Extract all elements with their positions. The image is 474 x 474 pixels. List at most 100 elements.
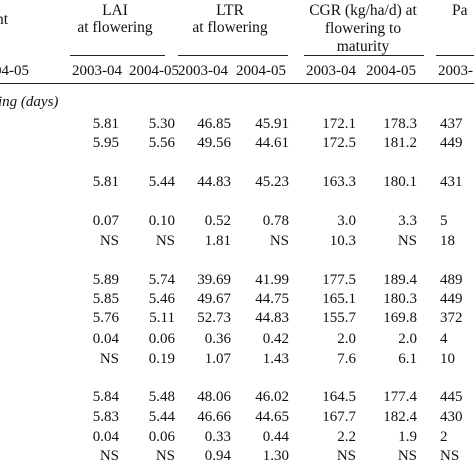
- table-cell-ltr1: 44.83: [197, 174, 231, 190]
- table-cell-ltr2: 44.65: [255, 409, 289, 425]
- table-cell-lai1: 5.84: [92, 389, 119, 405]
- table-cell-pa: 449: [440, 291, 463, 307]
- table-cell-lai1: 5.89: [92, 272, 119, 288]
- table-cell-lai2: 5.30: [148, 116, 175, 132]
- table-cell-pa: 431: [440, 174, 463, 190]
- table-cell-cgr1: 172.1: [322, 116, 356, 132]
- lai-year-2004-05: 2004-05: [129, 63, 179, 79]
- table-cell-cgr2: 189.4: [383, 272, 417, 288]
- table-cell-cgr2: 1.9: [398, 429, 417, 445]
- table-cell-lai1: 0.07: [92, 213, 119, 229]
- lai-group-rule: [70, 55, 165, 56]
- table-cell-cgr1: 172.5: [322, 135, 356, 151]
- table-cell-cgr1: 163.3: [322, 174, 356, 190]
- table-cell-cgr1: 2.2: [337, 429, 356, 445]
- table-cell-ltr2: 1.30: [262, 448, 289, 464]
- table-cell-cgr1: 167.7: [322, 409, 356, 425]
- pa-year-fragment: 2003-: [438, 63, 473, 79]
- table-cell-ltr2: 1.43: [262, 351, 289, 367]
- table-cell-pa: 4: [440, 331, 448, 347]
- table-cell-pa: 437: [440, 116, 463, 132]
- table-cell-lai2: 5.74: [148, 272, 175, 288]
- table-cell-cgr2: 180.1: [383, 174, 417, 190]
- table-cell-lai1: 5.81: [92, 116, 119, 132]
- table-cell-cgr1: 164.5: [322, 389, 356, 405]
- cgr-year-2003-04: 2003-04: [306, 63, 356, 79]
- table-cell-ltr1: 49.56: [197, 135, 231, 151]
- ltr-year-2003-04: 2003-04: [178, 63, 228, 79]
- table-cell-ltr2: 44.83: [255, 310, 289, 326]
- table-cell-lai1: 5.95: [92, 135, 119, 151]
- table-cell-cgr1: 10.3: [329, 233, 356, 249]
- table-cell-ltr2: 0.44: [262, 429, 289, 445]
- header-bottom-rule: [0, 83, 474, 84]
- lai-header-line1: LAI: [102, 2, 128, 19]
- table-cell-pa: 489: [440, 272, 463, 288]
- cgr-header-line3: maturity: [336, 38, 390, 55]
- ltr-year-2004-05: 2004-05: [236, 63, 286, 79]
- table-cell-cgr2: 3.3: [398, 213, 417, 229]
- table-cell-cgr2: NS: [397, 448, 417, 464]
- table-cell-lai2: 5.44: [148, 409, 175, 425]
- table-cell-ltr1: 52.73: [197, 310, 231, 326]
- table-cell-ltr1: 0.36: [204, 331, 231, 347]
- table-cell-ltr2: 45.23: [255, 174, 289, 190]
- table-cell-lai1: 0.04: [92, 331, 119, 347]
- cgr-header-line1: CGR (kg/ha/d) at: [309, 2, 417, 19]
- lai-year-2003-04: 2003-04: [72, 63, 122, 79]
- table-cell-ltr1: 0.94: [204, 448, 231, 464]
- cgr-header-line2: flowering to: [324, 20, 402, 37]
- table-cell-cgr1: 165.1: [322, 291, 356, 307]
- table-cell-ltr1: 1.07: [204, 351, 231, 367]
- table-cell-cgr1: 3.0: [337, 213, 356, 229]
- table-cell-lai1: NS: [99, 233, 119, 249]
- table-cell-cgr2: 177.4: [383, 389, 417, 405]
- ltr-group-rule: [178, 55, 288, 56]
- table-cell-pa: 445: [440, 389, 463, 405]
- table-cell-cgr2: 180.3: [383, 291, 417, 307]
- col0-year-fragment: 04-05: [0, 63, 29, 79]
- table-cell-pa: 5: [440, 213, 448, 229]
- table-cell-ltr1: 46.66: [197, 409, 231, 425]
- table-cell-ltr2: 41.99: [255, 272, 289, 288]
- table-cell-lai2: 0.19: [148, 351, 175, 367]
- table-cell-cgr1: 155.7: [322, 310, 356, 326]
- table-cell-ltr1: 46.85: [197, 116, 231, 132]
- table-cell-ltr1: 0.33: [204, 429, 231, 445]
- table-cell-lai2: NS: [155, 448, 175, 464]
- table-cell-lai2: 5.56: [148, 135, 175, 151]
- ltr-header-line1: LTR: [216, 2, 244, 19]
- table-cell-cgr1: 7.6: [337, 351, 356, 367]
- table-cell-lai1: 5.76: [92, 310, 119, 326]
- table-cell-pa: 449: [440, 135, 463, 151]
- table-cell-lai2: 5.44: [148, 174, 175, 190]
- table-cell-pa: 372: [440, 310, 463, 326]
- table-cell-ltr2: 44.61: [255, 135, 289, 151]
- table-cell-cgr2: 6.1: [398, 351, 417, 367]
- table-cell-lai2: 5.48: [148, 389, 175, 405]
- table-cell-cgr2: 178.3: [383, 116, 417, 132]
- ltr-header-line2: at flowering: [192, 19, 268, 36]
- table-cell-pa: NS: [440, 448, 460, 464]
- table-cell-cgr2: 169.8: [383, 310, 417, 326]
- table-cell-ltr1: 49.67: [197, 291, 231, 307]
- table-cell-lai1: 0.04: [92, 429, 119, 445]
- table-cell-pa: 18: [440, 233, 455, 249]
- table-cell-pa: 10: [440, 351, 455, 367]
- table-cell-lai1: 5.83: [92, 409, 119, 425]
- table-cell-ltr2: 45.91: [255, 116, 289, 132]
- table-cell-ltr1: 48.06: [197, 389, 231, 405]
- table-cell-ltr2: 0.78: [262, 213, 289, 229]
- table-cell-ltr1: 1.81: [204, 233, 231, 249]
- table-cell-lai2: 5.46: [148, 291, 175, 307]
- cgr-year-2004-05: 2004-05: [366, 63, 416, 79]
- table-cell-cgr1: 177.5: [322, 272, 356, 288]
- pa-header-fragment: Pa: [452, 2, 468, 19]
- table-cell-lai1: 5.81: [92, 174, 119, 190]
- table-cell-cgr2: 2.0: [398, 331, 417, 347]
- table-cell-cgr2: NS: [397, 233, 417, 249]
- table-cell-lai1: 5.85: [92, 291, 119, 307]
- table-cell-cgr1: NS: [336, 448, 356, 464]
- table-cell-ltr1: 0.52: [204, 213, 231, 229]
- table-cell-lai2: 0.06: [148, 429, 175, 445]
